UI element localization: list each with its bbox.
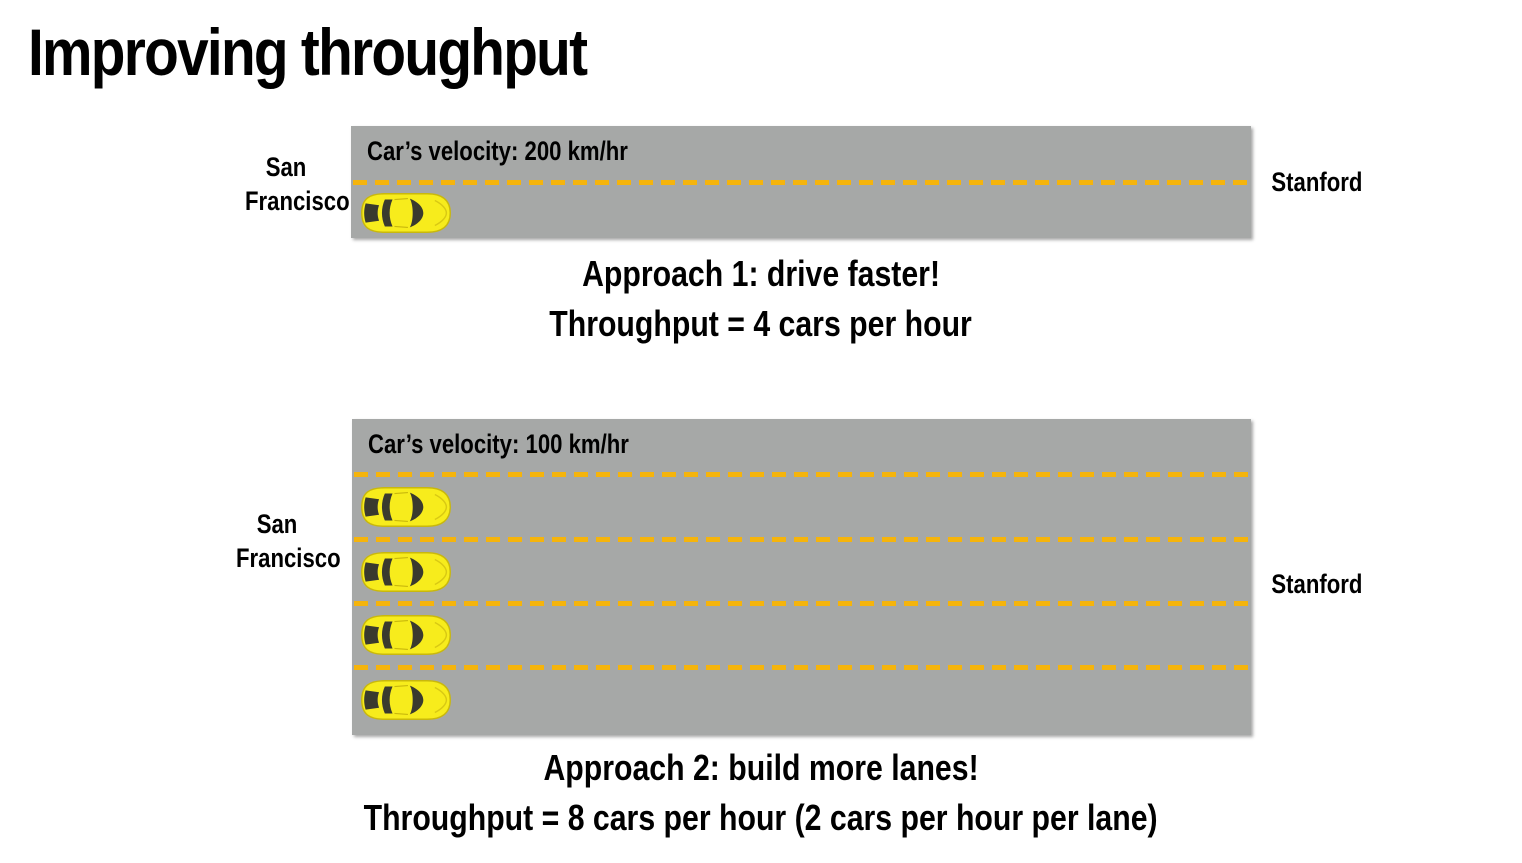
- destination-label-2: Stanford: [1271, 569, 1363, 599]
- car-icon: [361, 193, 451, 233]
- lane-marking: [354, 537, 1249, 542]
- origin-line-2: Francisco: [245, 186, 350, 216]
- destination-label-1: Stanford: [1271, 167, 1363, 197]
- road-approach-1: Car’s velocity: 200 km/hr: [351, 126, 1251, 238]
- origin-line-1: San: [265, 152, 307, 182]
- origin-line-2: Francisco: [236, 543, 341, 573]
- car-icon: [361, 615, 451, 655]
- car-icon: [361, 680, 451, 720]
- approach-1-caption-throughput: Throughput = 4 cars per hour: [549, 303, 973, 344]
- road-approach-2: Car’s velocity: 100 km/hr: [352, 419, 1251, 735]
- car-icon: [361, 552, 451, 592]
- page-title: Improving throughput: [28, 15, 588, 89]
- origin-line-1: San: [256, 509, 298, 539]
- origin-label-2: San Francisco: [236, 507, 341, 575]
- origin-label-1: San Francisco: [245, 150, 350, 218]
- lane-marking: [354, 472, 1249, 477]
- lane-marking: [354, 601, 1249, 606]
- approach-1-caption-title: Approach 1: drive faster!: [582, 253, 940, 294]
- approach-2-caption-throughput: Throughput = 8 cars per hour (2 cars per…: [364, 797, 1158, 838]
- lane-marking: [354, 665, 1249, 670]
- lane-marking: [353, 180, 1249, 185]
- car-icon: [361, 487, 451, 527]
- velocity-label-1: Car’s velocity: 200 km/hr: [367, 136, 628, 166]
- velocity-label-2: Car’s velocity: 100 km/hr: [368, 429, 629, 459]
- approach-2-caption-title: Approach 2: build more lanes!: [543, 747, 979, 788]
